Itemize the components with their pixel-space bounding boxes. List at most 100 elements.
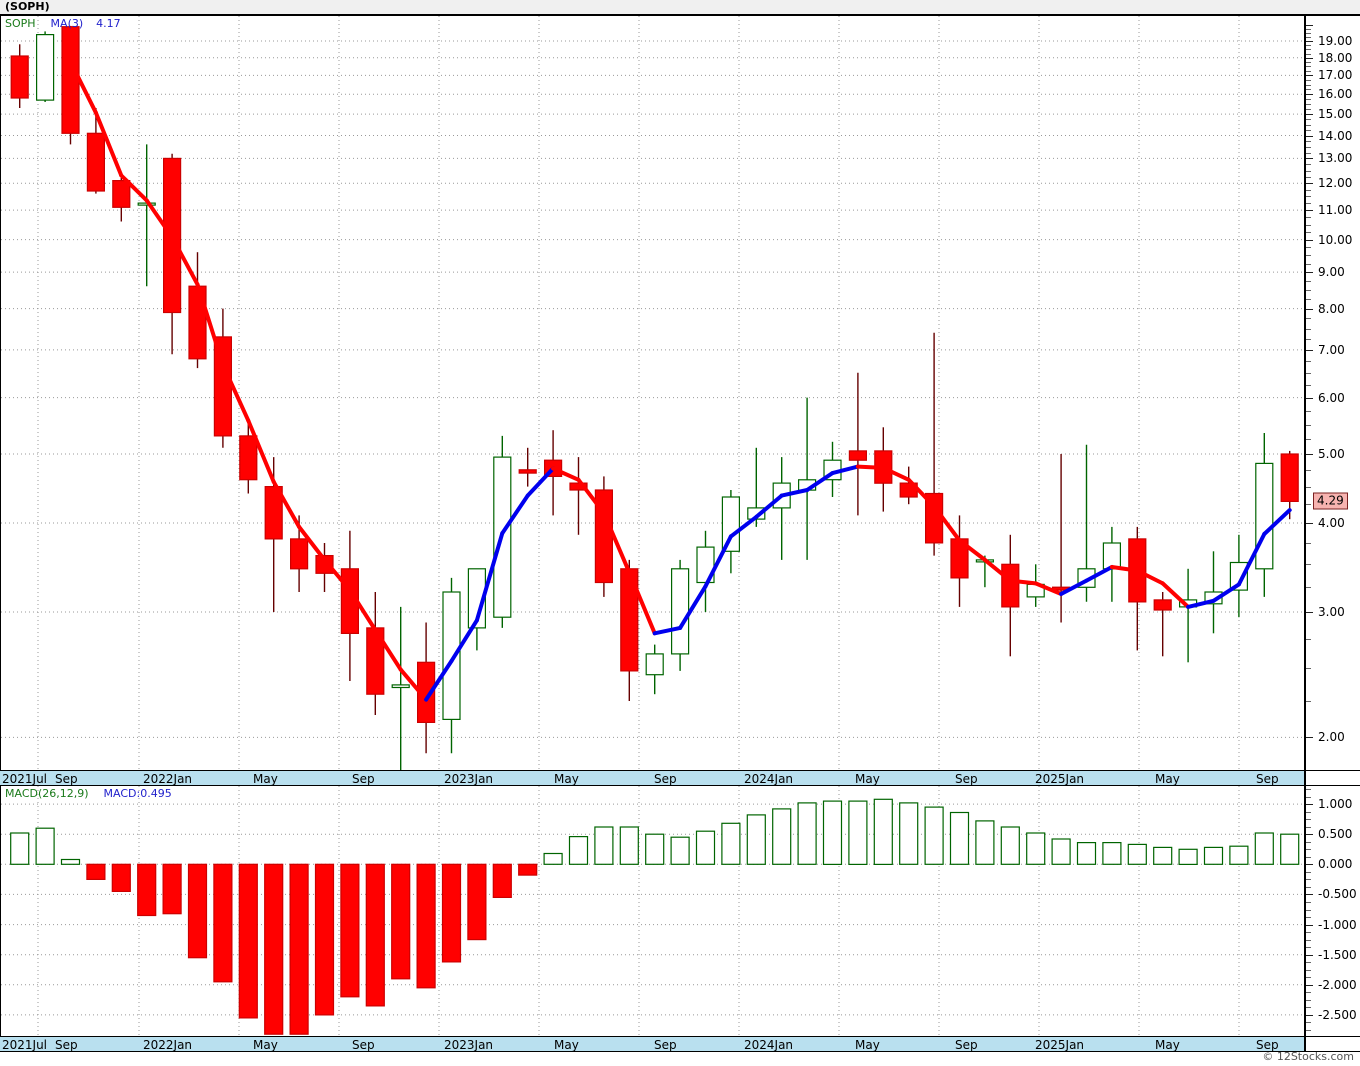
date-axis-label: Sep (352, 1038, 375, 1052)
macd-histogram-bar (822, 800, 843, 865)
macd-histogram-bar (289, 863, 309, 1035)
price-axis-label: 10.00 (1318, 232, 1353, 247)
candlestick (1255, 433, 1274, 597)
macd-histogram-bar (619, 826, 639, 865)
candlestick (569, 457, 588, 535)
macd-histogram-bar (797, 802, 817, 865)
price-axis-tick (1306, 45, 1311, 47)
macd-chart-pane[interactable]: MACD(26,12,9) MACD:0.495 (0, 786, 1304, 1036)
price-axis-tick (1306, 384, 1311, 386)
last-price-marker: 4.29 (1313, 492, 1348, 510)
price-axis-label: 19.00 (1318, 34, 1353, 48)
price-axis-tick (1306, 158, 1313, 160)
date-axis-bottom: 2021Jul Sep 2022Jan May Sep 2023Jan May Sep 2024… (0, 1036, 1304, 1052)
macd-histogram-bar (695, 830, 716, 865)
macd-axis-label: -1.000 (1318, 917, 1357, 932)
price-axis-label: 7.00 (1318, 342, 1345, 357)
price-axis-tick (1306, 737, 1313, 739)
price-axis-tick (1306, 397, 1313, 399)
candlestick (518, 447, 537, 487)
macd-axis-tick (1306, 954, 1313, 956)
date-axis-label: May (554, 772, 579, 786)
price-axis-tick (1306, 239, 1313, 241)
date-axis-label: Sep (955, 1038, 978, 1052)
macd-histogram-bar (314, 863, 335, 1016)
date-axis-label: 2025Jan (1035, 772, 1085, 786)
legend-ma-label: MA(3) (50, 17, 84, 30)
price-axis-tick (1306, 564, 1311, 566)
macd-chart-svg[interactable] (1, 786, 1304, 1036)
macd-axis-tick (1306, 789, 1311, 790)
macd-axis-tick (1306, 879, 1311, 881)
price-axis-tick (1306, 189, 1311, 191)
price-axis-tick (1306, 70, 1311, 72)
price-chart-pane[interactable]: SOPH MA(3) 4.17 (0, 15, 1304, 770)
date-axis-label: Sep (1256, 1038, 1279, 1052)
copyright-label: © 12Stocks.com (1262, 1050, 1354, 1063)
macd-axis-tick (1306, 984, 1313, 986)
candlestick (112, 178, 131, 222)
price-axis-tick (1306, 89, 1311, 91)
price-axis-tick (1306, 372, 1311, 374)
date-axis-label: May (1155, 1038, 1180, 1052)
macd-axis-tick (1306, 834, 1313, 836)
candlestick (797, 397, 817, 560)
macd-axis-tick (1306, 864, 1313, 866)
candlestick (1178, 568, 1198, 663)
macd-histogram-bar (746, 814, 766, 865)
price-axis-label: 9.00 (1318, 265, 1345, 280)
date-axis-label: May (253, 772, 278, 786)
price-axis-tick (1306, 210, 1313, 212)
candlestick (1102, 526, 1122, 602)
price-axis-tick (1306, 280, 1311, 282)
macd-axis-tick (1306, 886, 1311, 888)
price-axis-tick (1306, 170, 1311, 172)
macd-axis-tick (1306, 969, 1311, 971)
price-axis-tick (1306, 29, 1311, 30)
date-axis-label: Sep (654, 772, 677, 786)
macd-histogram-bar (543, 852, 563, 865)
macd-axis-tick (1306, 826, 1311, 828)
macd-histogram-bar (1229, 845, 1249, 865)
date-axis-label: 2023Jan (444, 1038, 494, 1052)
price-axis-label: 15.00 (1318, 107, 1353, 122)
price-axis-tick (1306, 328, 1311, 330)
macd-histogram-bar (391, 863, 411, 980)
date-axis-top-pad (1304, 770, 1360, 786)
price-axis-tick (1306, 263, 1311, 265)
macd-axis-tick (1306, 932, 1311, 934)
candlestick (1153, 592, 1172, 657)
macd-histogram-bar (86, 863, 106, 881)
candlestick (823, 441, 842, 497)
macd-axis-tick (1306, 841, 1311, 843)
candlestick (1128, 526, 1147, 651)
price-chart-svg[interactable] (1, 16, 1304, 770)
macd-histogram-bar (975, 820, 995, 865)
price-axis-tick (1306, 75, 1313, 77)
macd-histogram-bar (518, 863, 538, 876)
candlestick (442, 577, 461, 754)
price-axis-tick (1306, 37, 1311, 38)
macd-histogram-bar (1178, 848, 1198, 865)
price-axis-tick (1306, 80, 1311, 81)
date-axis-label: 2024Jan (744, 772, 794, 786)
macd-axis-label: 0.000 (1318, 857, 1353, 872)
macd-axis-tick (1306, 947, 1311, 949)
macd-legend: MACD(26,12,9) MACD:0.495 (5, 787, 172, 800)
candlestick (35, 31, 55, 102)
price-axis-tick (1306, 424, 1311, 426)
date-axis-label: Sep (654, 1038, 677, 1052)
macd-axis-label: -0.500 (1318, 887, 1357, 902)
macd-axis-tick (1306, 856, 1311, 858)
candlestick (61, 25, 80, 145)
price-axis-tick (1306, 176, 1311, 178)
candlestick (163, 153, 182, 355)
candlestick (645, 644, 664, 695)
candlestick (86, 108, 106, 194)
macd-histogram-bar (492, 863, 512, 899)
price-axis-tick (1306, 217, 1311, 219)
price-axis-label: 11.00 (1318, 203, 1353, 218)
date-axis-label: 2021Jul (2, 1038, 48, 1052)
macd-axis-tick (1306, 894, 1313, 896)
candlestick (594, 476, 614, 597)
